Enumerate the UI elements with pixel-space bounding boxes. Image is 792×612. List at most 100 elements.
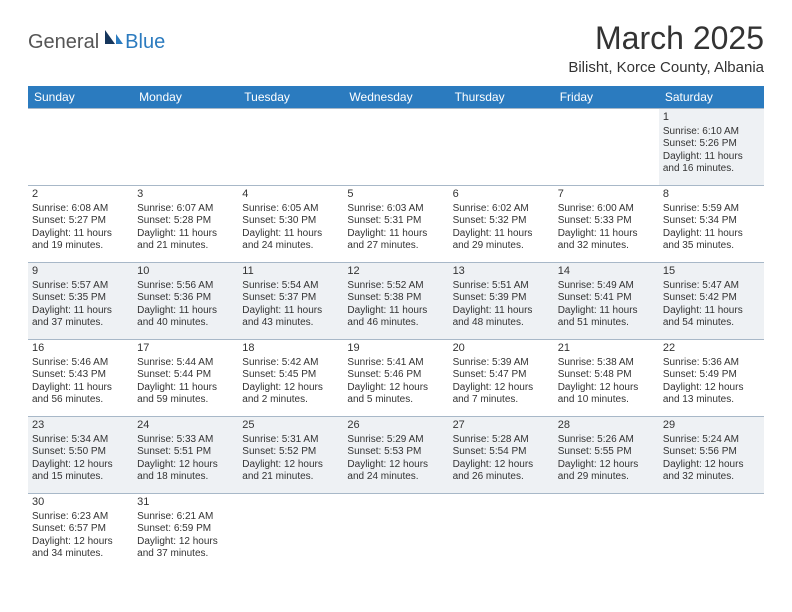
sunrise-text: Sunrise: 5:44 AM <box>137 357 234 370</box>
sunset-text: Sunset: 5:52 PM <box>242 446 339 459</box>
daylight-text: Daylight: 11 hours <box>347 228 444 241</box>
sunset-text: Sunset: 6:59 PM <box>137 523 234 536</box>
sunrise-text: Sunrise: 5:42 AM <box>242 357 339 370</box>
calendar-day-cell: 25Sunrise: 5:31 AMSunset: 5:52 PMDayligh… <box>238 417 343 494</box>
day-number: 23 <box>32 419 129 433</box>
daylight-text: Daylight: 12 hours <box>663 382 760 395</box>
sunset-text: Sunset: 6:57 PM <box>32 523 129 536</box>
calendar-day-cell <box>28 109 133 186</box>
weekday-header: Sunday <box>28 86 133 109</box>
daylight-text: Daylight: 11 hours <box>663 228 760 241</box>
day-number: 21 <box>558 342 655 356</box>
daylight-text: Daylight: 11 hours <box>663 305 760 318</box>
calendar-day-cell: 1Sunrise: 6:10 AMSunset: 5:26 PMDaylight… <box>659 109 764 186</box>
daylight-text: and 32 minutes. <box>558 240 655 253</box>
sunset-text: Sunset: 5:30 PM <box>242 215 339 228</box>
daylight-text: and 54 minutes. <box>663 317 760 330</box>
daylight-text: and 37 minutes. <box>137 548 234 561</box>
calendar-week-row: 16Sunrise: 5:46 AMSunset: 5:43 PMDayligh… <box>28 340 764 417</box>
weekday-header: Thursday <box>449 86 554 109</box>
daylight-text: and 34 minutes. <box>32 548 129 561</box>
day-number: 17 <box>137 342 234 356</box>
calendar-day-cell <box>343 109 448 186</box>
sunset-text: Sunset: 5:26 PM <box>663 138 760 151</box>
daylight-text: Daylight: 12 hours <box>242 382 339 395</box>
sunrise-text: Sunrise: 6:02 AM <box>453 203 550 216</box>
day-number: 7 <box>558 188 655 202</box>
day-number: 29 <box>663 419 760 433</box>
daylight-text: and 29 minutes. <box>453 240 550 253</box>
daylight-text: and 29 minutes. <box>558 471 655 484</box>
sunrise-text: Sunrise: 5:56 AM <box>137 280 234 293</box>
daylight-text: Daylight: 11 hours <box>242 305 339 318</box>
calendar-day-cell: 16Sunrise: 5:46 AMSunset: 5:43 PMDayligh… <box>28 340 133 417</box>
calendar-day-cell: 13Sunrise: 5:51 AMSunset: 5:39 PMDayligh… <box>449 263 554 340</box>
weekday-header: Friday <box>554 86 659 109</box>
sunrise-text: Sunrise: 5:34 AM <box>32 434 129 447</box>
calendar-day-cell <box>238 494 343 571</box>
sunset-text: Sunset: 5:31 PM <box>347 215 444 228</box>
calendar-day-cell: 22Sunrise: 5:36 AMSunset: 5:49 PMDayligh… <box>659 340 764 417</box>
weekday-header: Wednesday <box>343 86 448 109</box>
sunset-text: Sunset: 5:42 PM <box>663 292 760 305</box>
location-text: Bilisht, Korce County, Albania <box>568 59 764 76</box>
day-number: 2 <box>32 188 129 202</box>
daylight-text: and 48 minutes. <box>453 317 550 330</box>
sunset-text: Sunset: 5:36 PM <box>137 292 234 305</box>
daylight-text: Daylight: 11 hours <box>453 228 550 241</box>
sunset-text: Sunset: 5:41 PM <box>558 292 655 305</box>
daylight-text: and 46 minutes. <box>347 317 444 330</box>
calendar-day-cell: 15Sunrise: 5:47 AMSunset: 5:42 PMDayligh… <box>659 263 764 340</box>
logo: General Blue <box>28 20 165 57</box>
calendar-day-cell: 19Sunrise: 5:41 AMSunset: 5:46 PMDayligh… <box>343 340 448 417</box>
calendar-day-cell: 6Sunrise: 6:02 AMSunset: 5:32 PMDaylight… <box>449 186 554 263</box>
daylight-text: Daylight: 12 hours <box>32 459 129 472</box>
day-number: 1 <box>663 111 760 125</box>
daylight-text: and 18 minutes. <box>137 471 234 484</box>
calendar-day-cell: 30Sunrise: 6:23 AMSunset: 6:57 PMDayligh… <box>28 494 133 571</box>
calendar-table: Sunday Monday Tuesday Wednesday Thursday… <box>28 86 764 570</box>
calendar-day-cell: 17Sunrise: 5:44 AMSunset: 5:44 PMDayligh… <box>133 340 238 417</box>
daylight-text: Daylight: 11 hours <box>663 151 760 164</box>
calendar-day-cell: 18Sunrise: 5:42 AMSunset: 5:45 PMDayligh… <box>238 340 343 417</box>
day-number: 12 <box>347 265 444 279</box>
calendar-day-cell: 26Sunrise: 5:29 AMSunset: 5:53 PMDayligh… <box>343 417 448 494</box>
calendar-day-cell <box>238 109 343 186</box>
calendar-day-cell <box>133 109 238 186</box>
sunrise-text: Sunrise: 5:52 AM <box>347 280 444 293</box>
sunrise-text: Sunrise: 5:41 AM <box>347 357 444 370</box>
sunset-text: Sunset: 5:53 PM <box>347 446 444 459</box>
day-number: 22 <box>663 342 760 356</box>
daylight-text: and 16 minutes. <box>663 163 760 176</box>
daylight-text: and 5 minutes. <box>347 394 444 407</box>
calendar-week-row: 2Sunrise: 6:08 AMSunset: 5:27 PMDaylight… <box>28 186 764 263</box>
daylight-text: Daylight: 12 hours <box>453 382 550 395</box>
daylight-text: Daylight: 12 hours <box>663 459 760 472</box>
day-number: 15 <box>663 265 760 279</box>
daylight-text: and 24 minutes. <box>242 240 339 253</box>
sunset-text: Sunset: 5:54 PM <box>453 446 550 459</box>
daylight-text: Daylight: 11 hours <box>137 305 234 318</box>
sunset-text: Sunset: 5:34 PM <box>663 215 760 228</box>
calendar-day-cell: 5Sunrise: 6:03 AMSunset: 5:31 PMDaylight… <box>343 186 448 263</box>
day-number: 25 <box>242 419 339 433</box>
calendar-day-cell <box>659 494 764 571</box>
calendar-week-row: 9Sunrise: 5:57 AMSunset: 5:35 PMDaylight… <box>28 263 764 340</box>
day-number: 10 <box>137 265 234 279</box>
sunrise-text: Sunrise: 5:57 AM <box>32 280 129 293</box>
sunrise-text: Sunrise: 6:10 AM <box>663 126 760 139</box>
sunrise-text: Sunrise: 5:39 AM <box>453 357 550 370</box>
calendar-day-cell: 11Sunrise: 5:54 AMSunset: 5:37 PMDayligh… <box>238 263 343 340</box>
daylight-text: Daylight: 11 hours <box>32 382 129 395</box>
calendar-day-cell: 14Sunrise: 5:49 AMSunset: 5:41 PMDayligh… <box>554 263 659 340</box>
calendar-day-cell: 21Sunrise: 5:38 AMSunset: 5:48 PMDayligh… <box>554 340 659 417</box>
calendar-day-cell: 20Sunrise: 5:39 AMSunset: 5:47 PMDayligh… <box>449 340 554 417</box>
logo-text-general: General <box>28 31 99 54</box>
calendar-day-cell: 27Sunrise: 5:28 AMSunset: 5:54 PMDayligh… <box>449 417 554 494</box>
sunrise-text: Sunrise: 5:54 AM <box>242 280 339 293</box>
day-number: 18 <box>242 342 339 356</box>
daylight-text: and 32 minutes. <box>663 471 760 484</box>
sunrise-text: Sunrise: 5:38 AM <box>558 357 655 370</box>
calendar-day-cell: 24Sunrise: 5:33 AMSunset: 5:51 PMDayligh… <box>133 417 238 494</box>
daylight-text: Daylight: 11 hours <box>558 228 655 241</box>
